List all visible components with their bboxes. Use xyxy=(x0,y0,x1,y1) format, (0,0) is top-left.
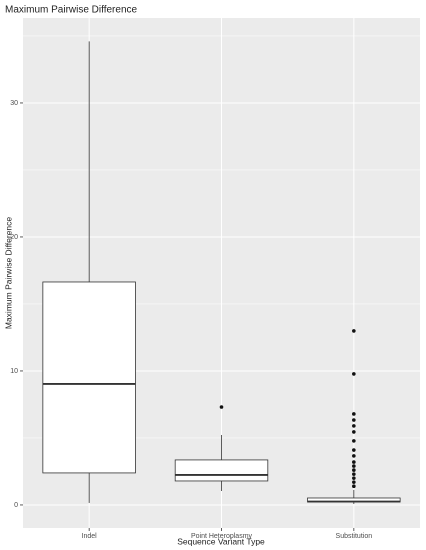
outlier xyxy=(352,472,356,476)
outlier xyxy=(352,372,356,376)
outlier xyxy=(352,464,356,468)
outlier xyxy=(352,418,356,422)
outlier xyxy=(352,454,356,458)
y-tick-label: 0 xyxy=(14,502,18,509)
y-axis-label: Maximum Pairwise Difference xyxy=(3,217,13,330)
outlier xyxy=(352,448,356,452)
outlier xyxy=(352,424,356,428)
x-tick-label: Indel xyxy=(82,533,98,540)
outlier xyxy=(352,430,356,434)
outlier xyxy=(352,480,356,484)
outlier xyxy=(352,476,356,480)
outlier xyxy=(352,439,356,443)
outlier xyxy=(352,484,356,488)
x-tick-label: Point Heteroplasmy xyxy=(191,533,253,540)
y-tick-label: 10 xyxy=(10,368,18,375)
box xyxy=(42,281,136,474)
y-tick-label: 20 xyxy=(10,234,18,241)
x-axis-label: Sequence Variant Type xyxy=(177,536,265,546)
outlier xyxy=(352,468,356,472)
y-tick-label: 30 xyxy=(10,100,18,107)
x-tick-label: Substitution xyxy=(336,533,373,540)
box xyxy=(174,459,269,482)
outlier xyxy=(352,460,356,464)
outlier xyxy=(352,412,356,416)
outlier xyxy=(219,405,224,409)
chart-title: Maximum Pairwise Difference xyxy=(5,5,138,16)
outlier xyxy=(352,329,356,333)
